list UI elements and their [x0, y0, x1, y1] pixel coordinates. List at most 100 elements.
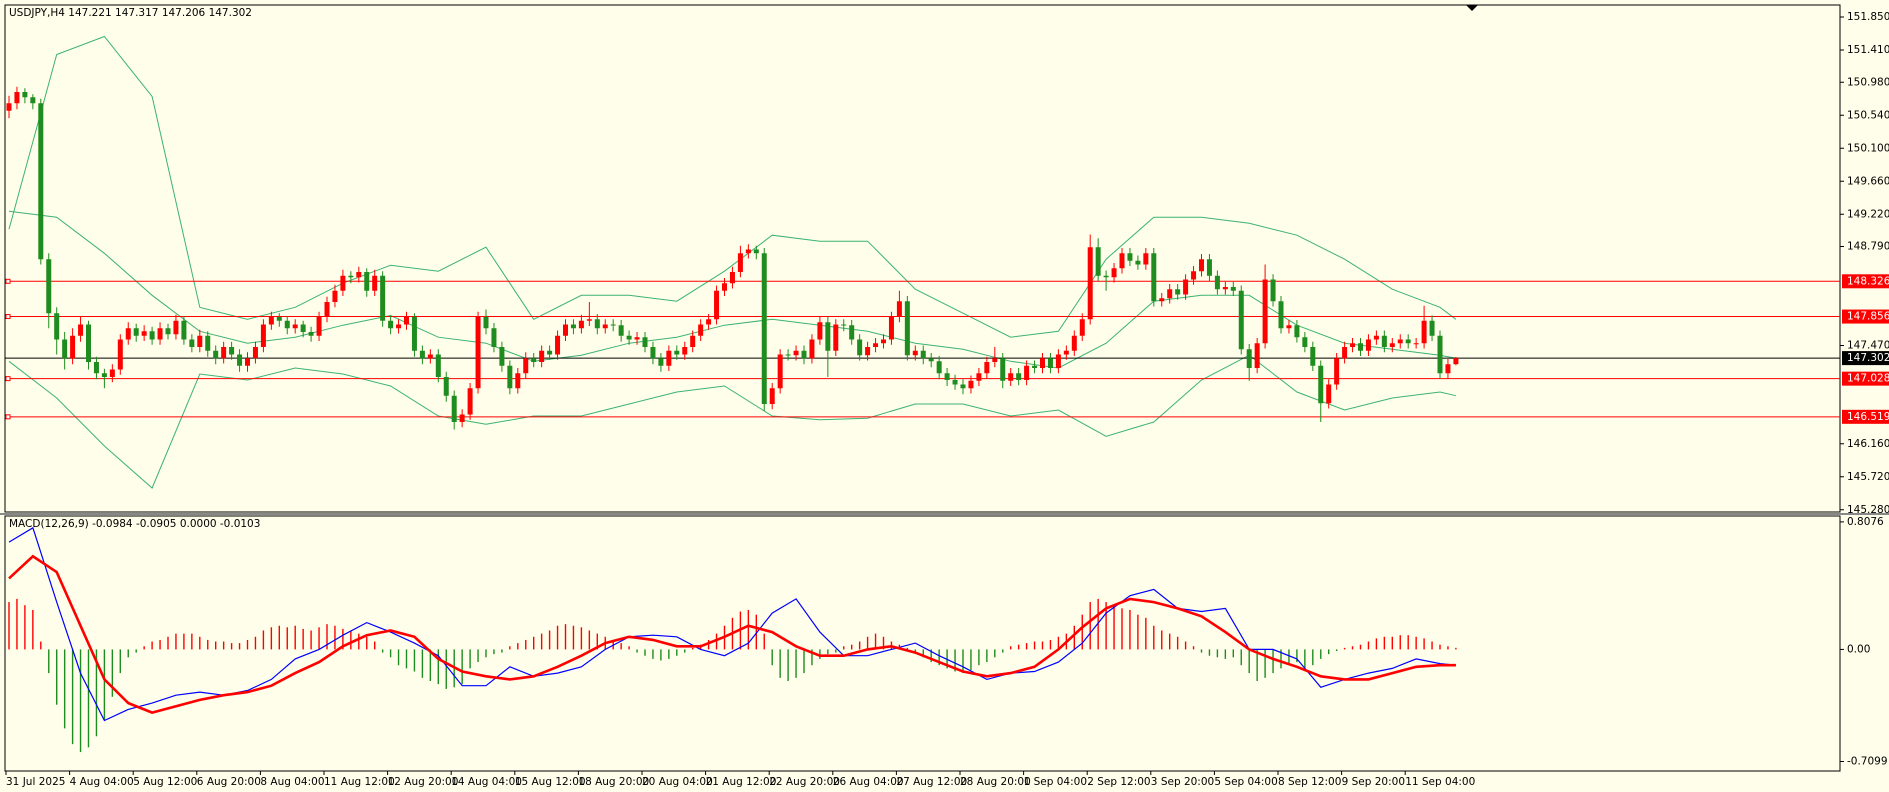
chart-title: USDJPY,H4 147.221 147.317 147.206 147.30… [9, 7, 252, 19]
candle-body [1167, 289, 1173, 299]
level-label: 147.028 [1847, 373, 1889, 385]
x-tick-label: 28 Aug 20:00 [960, 776, 1031, 788]
candle-body [586, 319, 592, 321]
candle-body [952, 380, 958, 385]
candle-body [555, 335, 561, 355]
candle-body [658, 358, 664, 366]
candle-body [960, 384, 966, 389]
level-handle [5, 314, 11, 320]
candle-body [372, 275, 378, 291]
candle-body [268, 317, 274, 325]
candle-body [173, 320, 179, 335]
candle-body [1453, 358, 1459, 365]
candle-body [1008, 373, 1014, 381]
candle-body [1047, 358, 1053, 368]
level-handle [5, 278, 11, 284]
candle-body [881, 339, 886, 344]
candle-body [618, 325, 624, 336]
x-tick-label: 22 Aug 20:00 [769, 776, 840, 788]
y-tick-label: 146.160 [1847, 438, 1889, 450]
candle-body [1119, 253, 1125, 269]
candle-body [1445, 364, 1451, 374]
candle-body [578, 320, 584, 329]
candle-body [300, 324, 306, 332]
candle-body [1000, 358, 1006, 381]
last-price-label-bg [1842, 351, 1889, 366]
candle-body [324, 302, 330, 317]
candle-body [1413, 343, 1419, 345]
candle-body [785, 354, 791, 356]
candle-body [737, 253, 743, 272]
candle-body [237, 354, 243, 366]
candle-body [117, 339, 123, 370]
candle-body [602, 324, 608, 329]
x-tick-label: 8 Aug 04:00 [260, 776, 324, 788]
x-tick-label: 14 Aug 04:00 [451, 776, 522, 788]
candle-body [1318, 365, 1324, 404]
candle-body [650, 347, 656, 359]
candle-body [356, 272, 362, 278]
x-tick-label: 18 Aug 20:00 [578, 776, 649, 788]
candle-body [825, 322, 831, 351]
candle-body [865, 347, 871, 356]
candle-body [427, 354, 433, 359]
candle-body [1350, 343, 1356, 347]
candle-body [459, 414, 465, 422]
candle-body [936, 361, 942, 374]
x-tick-label: 9 Sep 20:00 [1342, 776, 1405, 788]
candle-body [841, 324, 847, 326]
candle-body [340, 275, 346, 291]
candle-body [1024, 365, 1030, 380]
candle-body [563, 324, 568, 336]
x-tick-label: 31 Jul 2025 [6, 776, 65, 788]
x-tick-label: 6 Aug 20:00 [197, 776, 261, 788]
y-tick-label: 145.280 [1847, 504, 1889, 516]
candle-body [976, 373, 982, 381]
candle-body [992, 358, 998, 362]
x-tick-label: 4 Aug 04:00 [70, 776, 134, 788]
candle-body [93, 362, 99, 374]
y-tick-label: 150.100 [1847, 142, 1889, 154]
candle-body [276, 317, 282, 321]
candle-body [1405, 339, 1411, 344]
candle-body [539, 350, 545, 362]
candle-body [920, 350, 926, 359]
price-panel-frame [4, 4, 1841, 513]
candle-body [777, 354, 783, 389]
candle-body [729, 272, 735, 284]
candle-body [101, 373, 107, 377]
candle-body [1294, 325, 1300, 338]
candle-body [761, 253, 767, 404]
candle-body [745, 249, 751, 254]
candle-body [252, 347, 258, 359]
candle-body [1326, 384, 1332, 404]
candle-body [245, 358, 250, 366]
candle-body [809, 339, 815, 359]
candle-body [1063, 350, 1069, 355]
level-label: 148.326 [1847, 275, 1889, 287]
candle-body [499, 347, 505, 366]
candle-body [1230, 287, 1236, 291]
candle-body [14, 92, 20, 104]
candle-body [666, 350, 672, 366]
candle-body [189, 339, 195, 347]
candle-body [1087, 247, 1093, 320]
candle-body [30, 97, 36, 104]
y-tick-label: 148.790 [1847, 241, 1889, 253]
candle-body [912, 350, 918, 356]
candle-body [1016, 373, 1022, 380]
level-handle [5, 376, 11, 382]
candle-body [205, 335, 211, 351]
level-label-bg [1842, 409, 1889, 424]
candle-body [1151, 253, 1157, 302]
candle-body [857, 339, 863, 356]
candle-body [308, 332, 314, 336]
x-tick-label: 15 Aug 12:00 [515, 776, 586, 788]
candle-body [1191, 271, 1197, 280]
candle-body [404, 317, 409, 325]
x-tick-label: 20 Aug 04:00 [642, 776, 713, 788]
macd-panel-frame [4, 515, 1841, 772]
x-tick-label: 27 Aug 12:00 [896, 776, 967, 788]
candle-body [1310, 347, 1316, 366]
x-tick-label: 11 Sep 04:00 [1405, 776, 1475, 788]
